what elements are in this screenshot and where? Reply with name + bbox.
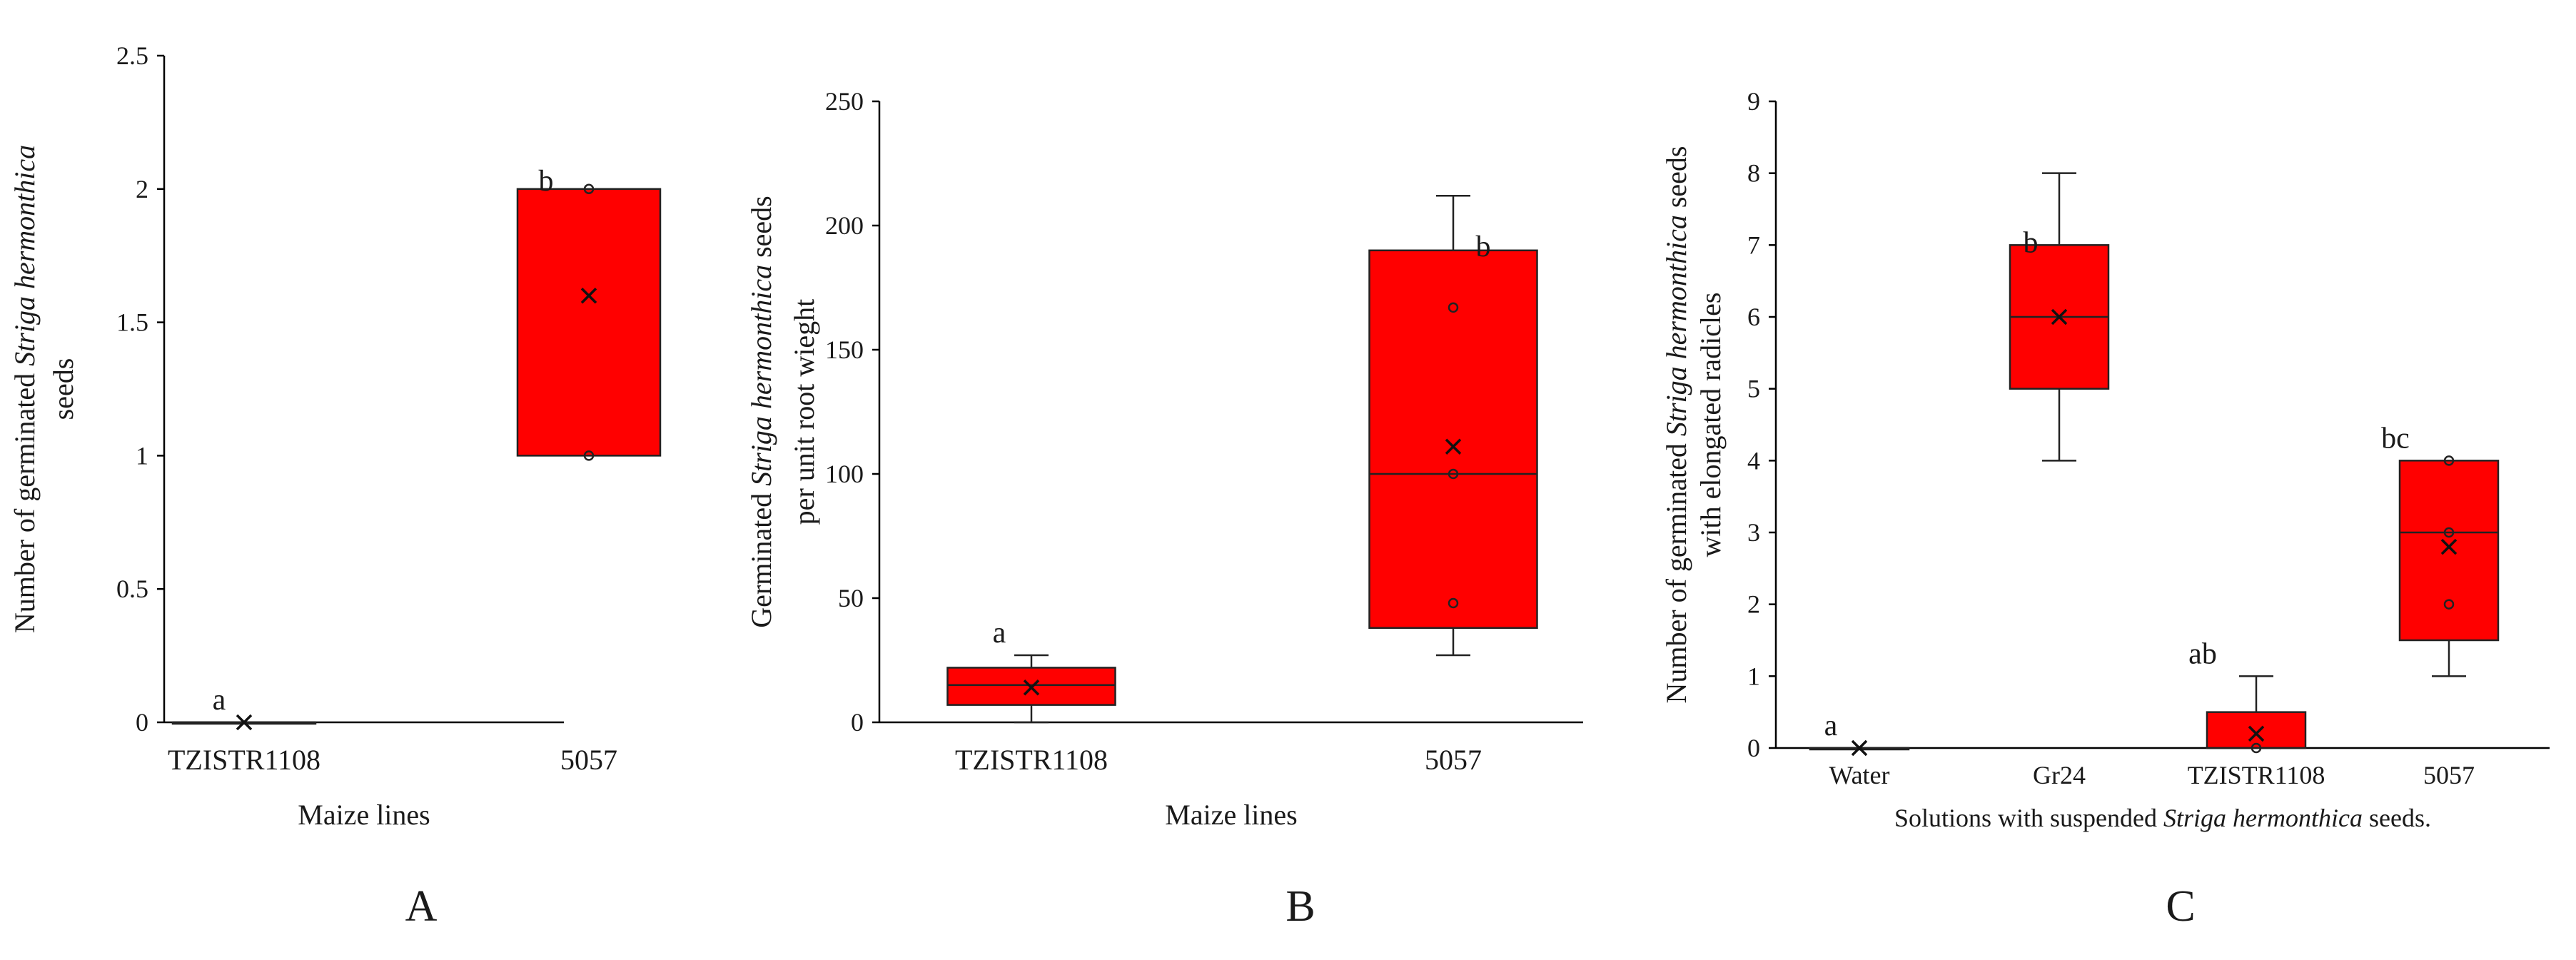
iqr-box: [1368, 249, 1538, 630]
x-axis-label-italic: Striga hermonthica: [2163, 804, 2363, 832]
x-tick-label: Water: [1829, 761, 1889, 789]
data-point: [2443, 527, 2455, 538]
mean-marker: [580, 288, 597, 304]
data-point: [583, 450, 595, 461]
iqr-box: [2206, 711, 2307, 749]
x-tick-label: TZISTR1108: [2188, 761, 2325, 789]
y-tick-label: 200: [825, 211, 864, 240]
panel-A: 0 0.5 1 1.5 2 2.5 TZISTR1108 5057 Maize lines Num…: [9, 41, 662, 931]
data-point: [2443, 599, 2455, 610]
y-tick-label: 250: [825, 87, 864, 116]
significance-letter: a: [1824, 709, 1838, 742]
data-point: [2251, 742, 2262, 754]
y-axis-label-line: Germinated Striga hermonthica seeds: [745, 196, 777, 627]
y-tick-label: 0: [851, 708, 864, 737]
iqr-box: [516, 188, 662, 457]
box-TZISTR1108: ab: [2188, 637, 2307, 754]
x-tick-label: 5057: [2423, 761, 2475, 789]
y-axis-label-line-italic: Striga hermonthica: [745, 265, 777, 486]
y-axis-label-line-plain: with elongated radicles: [1694, 293, 1727, 557]
panel-B: 0 50 100 150 200 250 TZISTR1108 5057 Maize lines…: [745, 87, 1583, 931]
significance-letter: b: [2024, 226, 2039, 259]
box-Water: a: [1809, 709, 1910, 757]
y-axis-label-line: with elongated radicles: [1694, 293, 1727, 557]
y-tick-label: 2: [1747, 590, 1760, 619]
box-5057: b: [516, 165, 662, 461]
y-axis-label-line: Number of germinated Striga hermonthica: [9, 145, 41, 633]
data-point: [1448, 597, 1459, 609]
x-tick-label: TZISTR1108: [168, 744, 320, 776]
significance-letter: a: [993, 617, 1006, 650]
x-axis-label: Maize lines: [298, 799, 430, 831]
significance-letter: bc: [2381, 422, 2410, 455]
mean-marker: [1445, 438, 1462, 455]
y-tick-label: 4: [1747, 446, 1760, 475]
significance-letter: ab: [2188, 637, 2217, 670]
mean-marker: [1851, 739, 1868, 757]
y-axis-label-line: seeds: [47, 358, 79, 420]
mean-marker: [1023, 679, 1040, 696]
y-tick-label: 0.5: [116, 575, 148, 603]
y-tick-label: 7: [1747, 231, 1760, 259]
significance-letter: a: [213, 684, 226, 717]
panel-label: C: [2166, 882, 2195, 931]
y-tick-label: 50: [838, 584, 864, 612]
y-axis-label-line-plain: Germinated: [745, 486, 777, 628]
x-axis-label-after: seeds.: [2363, 804, 2431, 832]
box-TZISTR1108: a: [946, 617, 1116, 724]
x-axis-label: Maize lines: [1165, 799, 1298, 831]
y-axis-label-line-italic: Striga hermonthica: [9, 145, 41, 366]
x-tick-label: 5057: [1425, 744, 1482, 776]
mean-marker: [2051, 308, 2068, 325]
y-tick-label: 8: [1747, 159, 1760, 188]
y-tick-label: 1: [136, 441, 148, 470]
y-tick-label: 0: [1747, 734, 1760, 762]
y-tick-label: 6: [1747, 303, 1760, 331]
mean-marker: [2248, 725, 2265, 742]
mean-marker: [2440, 538, 2458, 555]
y-tick-label: 1.5: [116, 308, 148, 337]
y-axis-label-line-italic: Striga hermonthica: [1660, 215, 1692, 436]
box-5057: bc: [2381, 422, 2500, 677]
panel-C: 0 1 2 3 4 5 6 7 8 9 Water Gr24 TZISTR1108 5057 Solutio…: [1660, 87, 2550, 931]
y-axis-label-line-plain: Number of germinated: [9, 366, 41, 633]
y-axis-label-line: Number of germinated Striga hermonthica …: [1660, 146, 1692, 704]
iqr-box: [946, 667, 1116, 706]
y-axis-label-line-after: seeds: [745, 196, 777, 265]
y-axis-label-line-after: seeds: [1660, 146, 1692, 216]
significance-letter: b: [539, 165, 554, 198]
panel-label: B: [1286, 882, 1315, 931]
data-point: [583, 183, 595, 195]
iqr-box: [2398, 460, 2500, 642]
y-tick-label: 100: [825, 460, 864, 488]
x-axis-label-plain: Solutions with suspended: [1894, 804, 2163, 832]
y-tick-label: 2.5: [116, 41, 148, 70]
y-tick-label: 1: [1747, 662, 1760, 690]
y-tick-label: 2: [136, 175, 148, 203]
x-axis-label: Solutions with suspended Striga hermonth…: [1894, 804, 2431, 832]
y-tick-label: 3: [1747, 518, 1760, 547]
y-axis-label-line-plain: seeds: [47, 358, 79, 420]
data-point: [1448, 302, 1459, 313]
y-tick-label: 150: [825, 335, 864, 364]
y-tick-label: 0: [136, 708, 148, 737]
mean-marker: [236, 714, 253, 731]
panel-label: A: [405, 882, 438, 931]
y-tick-label: 5: [1747, 375, 1760, 403]
significance-letter: b: [1476, 231, 1491, 263]
y-axis-label-line-plain: Number of germinated: [1660, 436, 1692, 703]
y-tick-label: 9: [1747, 87, 1760, 116]
x-tick-label: TZISTR1108: [955, 744, 1108, 776]
x-tick-label: 5057: [560, 744, 617, 776]
box-5057: b: [1368, 194, 1538, 657]
x-tick-label: Gr24: [2033, 761, 2086, 789]
box-TZISTR1108: a: [171, 684, 317, 731]
data-point: [1448, 468, 1459, 480]
box-Gr24: b: [2009, 172, 2110, 462]
y-axis-label-line-plain: per unit root wieght: [788, 299, 820, 525]
y-axis-label-line: per unit root wieght: [788, 299, 820, 525]
data-point: [2443, 455, 2455, 466]
